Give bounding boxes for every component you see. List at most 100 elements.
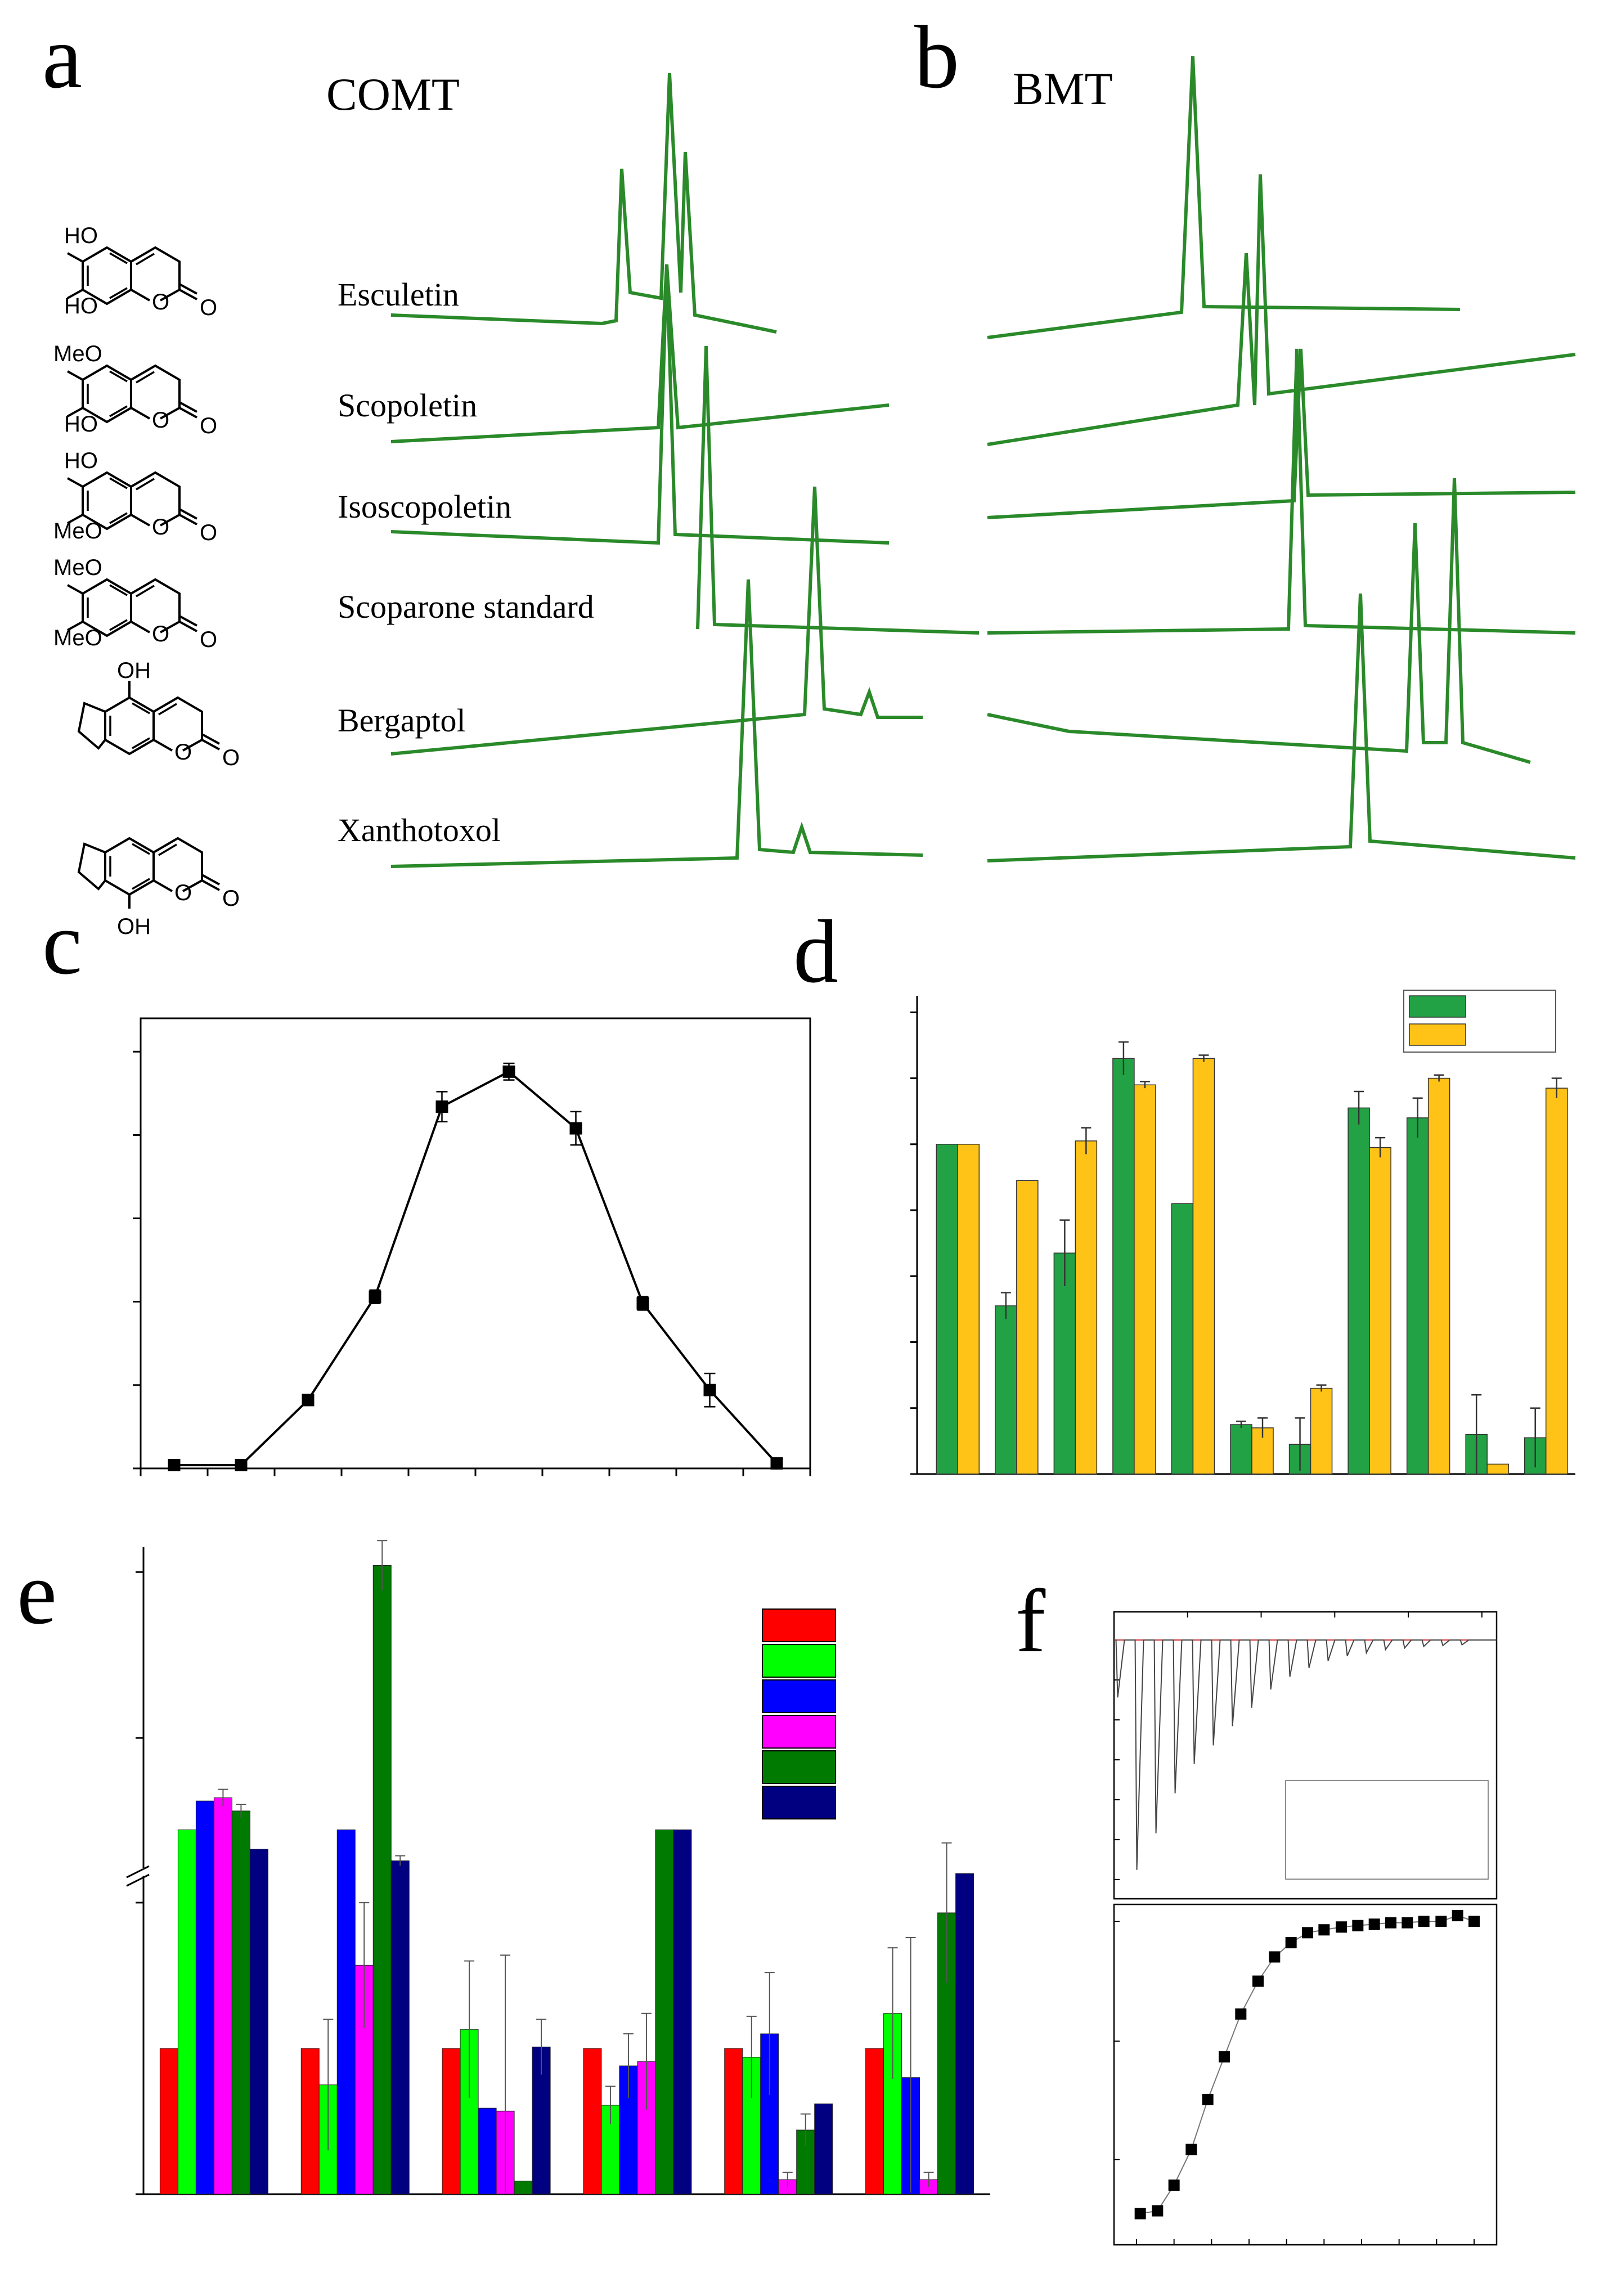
structure-xanthotoxol: OH O O [77, 837, 240, 939]
plot-frame-f-top [1113, 1611, 1498, 1900]
bar-e-12h [372, 1565, 392, 2195]
compound-name-4: Bergaptol [338, 702, 466, 739]
data-point-c [168, 1459, 181, 1472]
data-point-f [1318, 1924, 1330, 1936]
bar-e-3h [177, 1829, 196, 2195]
svg-text:O: O [174, 740, 192, 765]
data-point-f [1336, 1921, 1347, 1933]
trace-bmt-scopoletin [987, 174, 1576, 446]
chart-d [910, 990, 1575, 1475]
bar-d-1mM [995, 1305, 1017, 1475]
svg-text:MeO: MeO [53, 626, 102, 650]
data-point-f [1202, 2093, 1214, 2105]
trace-comt-xanthotoxol [390, 579, 923, 868]
bar-e-0h [442, 2048, 461, 2195]
panel-letter-d: d [793, 901, 838, 1001]
data-point-f [1368, 1918, 1380, 1930]
axis-break-mark [126, 1865, 150, 1879]
structure-esculetin: HO HO O O [64, 223, 217, 320]
legend-swatch-d [1409, 1023, 1466, 1046]
data-point-c [369, 1290, 381, 1303]
svg-text:O: O [200, 627, 217, 652]
bar-d-0.1mM [1192, 1058, 1215, 1475]
svg-text:MeO: MeO [53, 519, 102, 543]
data-point-c [502, 1065, 515, 1078]
data-point-f [1302, 1927, 1313, 1939]
bar-e-24h [814, 2103, 833, 2195]
svg-text:HO: HO [64, 412, 98, 437]
data-point-c [636, 1297, 649, 1310]
bar-e-0h [583, 2048, 602, 2195]
data-point-f [1468, 1916, 1480, 1927]
bar-e-0h [159, 2048, 178, 2195]
bar-d-1mM [1406, 1117, 1429, 1475]
svg-text:MeO: MeO [53, 342, 102, 366]
bar-e-9h [213, 1797, 232, 2195]
bar-d-0.1mM [1369, 1147, 1391, 1475]
bar-d-0.1mM [1486, 1463, 1509, 1475]
svg-text:O: O [222, 745, 240, 770]
bar-d-1mM [1053, 1252, 1076, 1475]
data-point-f [1235, 2008, 1247, 2020]
svg-text:O: O [152, 290, 169, 314]
bar-d-0.1mM [1427, 1077, 1450, 1475]
trace-bmt-xanthotoxol [987, 593, 1576, 862]
svg-text:O: O [222, 886, 240, 911]
bar-d-1mM [1348, 1107, 1370, 1475]
bar-e-0h [300, 2048, 320, 2195]
bar-d-1mM [1112, 1058, 1135, 1475]
bar-d-0.1mM [1545, 1088, 1568, 1475]
series-line-c [174, 1070, 778, 1467]
structure-scoparone: MeO MeO O O [53, 555, 217, 652]
bar-e-0h [724, 2048, 743, 2195]
svg-text:O: O [200, 295, 217, 320]
svg-text:O: O [152, 515, 169, 540]
data-point-f [1185, 2144, 1197, 2155]
trace-comt-isoscopoletin [390, 264, 890, 545]
chart-c [133, 1017, 811, 1476]
panel-letter-c: c [42, 893, 82, 993]
trace-bmt-esculetin [987, 56, 1461, 339]
data-point-f [1152, 2205, 1164, 2217]
chromatograms [390, 56, 1576, 868]
bar-d-0.1mM [1016, 1180, 1039, 1475]
structure-bergaptol: OH O O [77, 658, 240, 770]
bar-e-24h [955, 1873, 974, 2195]
bar-e-12h [514, 2181, 533, 2195]
structure-isoscopoletin: HO MeO O O [53, 448, 217, 545]
bar-e-12h [231, 1810, 250, 2195]
svg-text:O: O [174, 880, 192, 905]
bar-e-24h [249, 1849, 268, 2195]
trace-comt-scoparone [696, 345, 980, 635]
trace-bmt-bergaptol [987, 478, 1531, 764]
svg-text:O: O [200, 414, 217, 438]
data-point-c [703, 1383, 716, 1396]
data-point-c [235, 1459, 248, 1472]
structure-scopoletin: MeO HO O O [53, 342, 217, 438]
panel-letter-a: a [42, 7, 82, 107]
data-point-c [302, 1394, 315, 1407]
bar-d-0.1mM [1310, 1387, 1333, 1475]
svg-text:MeO: MeO [53, 555, 102, 580]
panel-letter-f: f [1016, 1571, 1046, 1671]
compound-name-5: Xanthotoxol [338, 812, 501, 848]
data-point-f [1219, 2051, 1230, 2063]
svg-text:HO: HO [64, 294, 98, 318]
svg-text:OH: OH [117, 658, 151, 683]
compound-name-3: Scoparone standard [338, 588, 594, 625]
bar-d-0.1mM [957, 1144, 980, 1475]
trace-bmt-scoparone [987, 348, 1576, 635]
bar-e-6h [195, 1800, 214, 2195]
data-point-f [1134, 2208, 1146, 2219]
legend-swatch-d [1409, 995, 1466, 1018]
data-point-f [1285, 1937, 1297, 1949]
trace-comt-bergaptol [390, 486, 923, 756]
svg-text:O: O [152, 622, 169, 646]
data-point-c [435, 1100, 448, 1113]
bar-d-0.1mM [1134, 1084, 1156, 1475]
chart-f [1113, 1611, 1498, 2246]
legend-swatch-e [762, 1608, 836, 1642]
chart-e [126, 1540, 996, 2195]
data-point-f [1452, 1909, 1463, 1921]
data-point-f [1418, 1916, 1430, 1927]
